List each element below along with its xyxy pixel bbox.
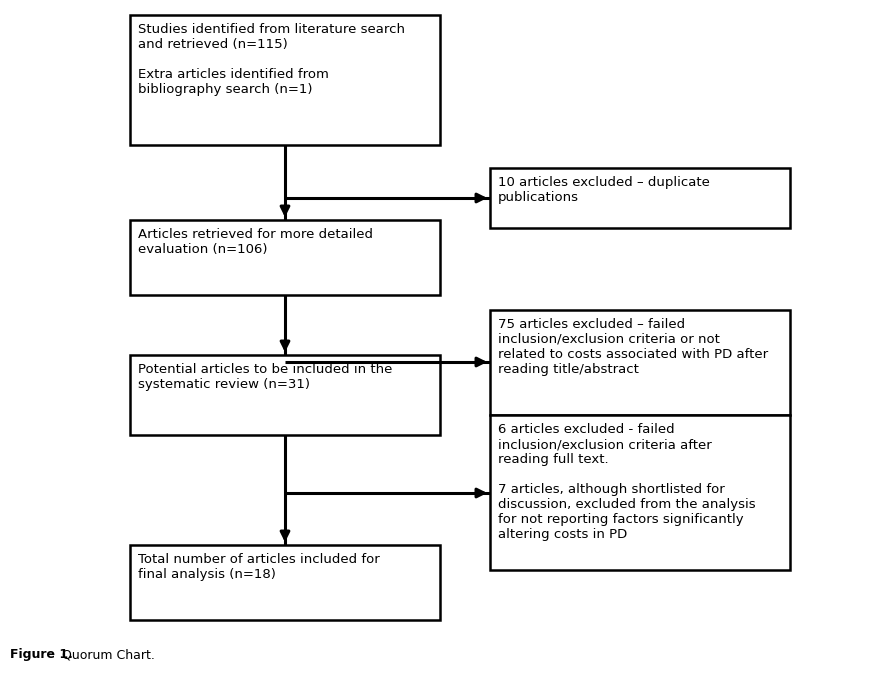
Text: 6 articles excluded - failed
inclusion/exclusion criteria after
reading full tex: 6 articles excluded - failed inclusion/e… [498, 423, 756, 541]
Bar [130, 15, 440, 145]
Text: Potential articles to be included in the
systematic review (n=31): Potential articles to be included in the… [138, 363, 392, 391]
Text: 10 articles excluded – duplicate
publications: 10 articles excluded – duplicate publica… [498, 176, 710, 204]
Text: Figure 1.: Figure 1. [10, 648, 73, 661]
Bar [130, 220, 440, 295]
Text: Quorum Chart.: Quorum Chart. [58, 648, 155, 661]
Bar [490, 415, 790, 570]
Text: Studies identified from literature search
and retrieved (n=115)

Extra articles : Studies identified from literature searc… [138, 23, 405, 96]
Text: Total number of articles included for
final analysis (n=18): Total number of articles included for fi… [138, 553, 380, 581]
Text: 75 articles excluded – failed
inclusion/exclusion criteria or not
related to cos: 75 articles excluded – failed inclusion/… [498, 318, 768, 376]
Bar [490, 168, 790, 228]
Bar [130, 545, 440, 620]
Bar [130, 355, 440, 435]
Bar [490, 310, 790, 415]
Text: Articles retrieved for more detailed
evaluation (n=106): Articles retrieved for more detailed eva… [138, 228, 373, 256]
